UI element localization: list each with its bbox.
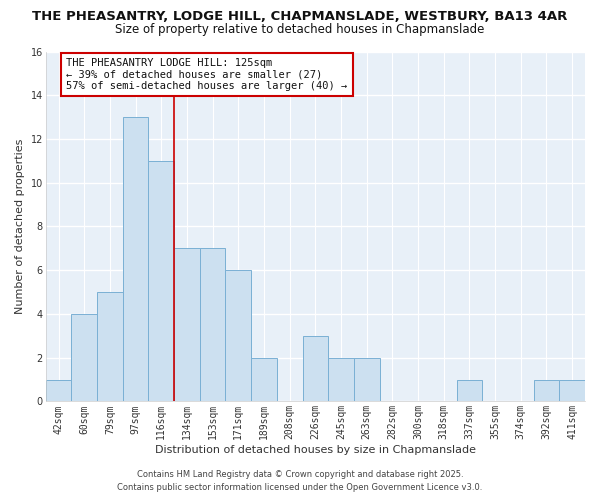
Bar	[226, 270, 251, 402]
Bar	[533, 380, 559, 402]
Bar	[46, 380, 71, 402]
Text: THE PHEASANTRY LODGE HILL: 125sqm
← 39% of detached houses are smaller (27)
57% : THE PHEASANTRY LODGE HILL: 125sqm ← 39% …	[66, 58, 347, 92]
Bar	[200, 248, 226, 402]
Bar	[559, 380, 585, 402]
Text: Contains HM Land Registry data © Crown copyright and database right 2025.
Contai: Contains HM Land Registry data © Crown c…	[118, 470, 482, 492]
Bar	[354, 358, 380, 402]
Bar	[457, 380, 482, 402]
Text: THE PHEASANTRY, LODGE HILL, CHAPMANSLADE, WESTBURY, BA13 4AR: THE PHEASANTRY, LODGE HILL, CHAPMANSLADE…	[32, 10, 568, 23]
Bar	[97, 292, 123, 402]
Bar	[302, 336, 328, 402]
Y-axis label: Number of detached properties: Number of detached properties	[15, 139, 25, 314]
Bar	[174, 248, 200, 402]
Bar	[71, 314, 97, 402]
Bar	[123, 117, 148, 402]
Text: Size of property relative to detached houses in Chapmanslade: Size of property relative to detached ho…	[115, 22, 485, 36]
Bar	[148, 161, 174, 402]
X-axis label: Distribution of detached houses by size in Chapmanslade: Distribution of detached houses by size …	[155, 445, 476, 455]
Bar	[328, 358, 354, 402]
Bar	[251, 358, 277, 402]
